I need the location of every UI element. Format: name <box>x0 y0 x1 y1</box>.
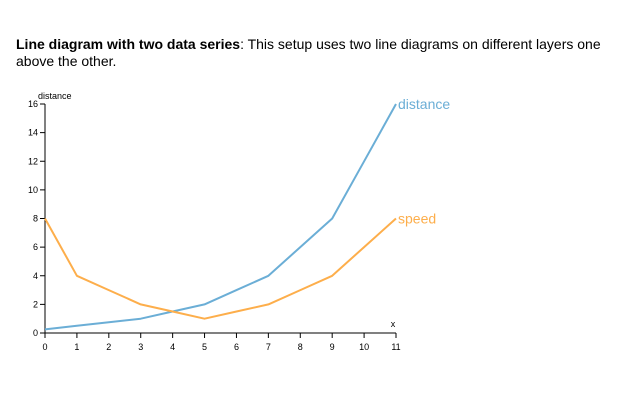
x-tick-label: 7 <box>266 342 271 352</box>
x-tick-label: 4 <box>170 342 175 352</box>
y-tick-label: 12 <box>28 156 38 166</box>
x-tick-label: 9 <box>330 342 335 352</box>
chart-description: Line diagram with two data series: This … <box>16 36 626 70</box>
series-line-speed <box>44 217 397 320</box>
x-tick-label: 2 <box>106 342 111 352</box>
description-text: : This setup uses two line diagrams on d… <box>16 36 601 69</box>
y-tick-label: 16 <box>28 99 38 109</box>
x-tick-label: 10 <box>359 342 369 352</box>
x-tick-label: 3 <box>138 342 143 352</box>
y-tick-label: 10 <box>28 185 38 195</box>
x-tick-label: 11 <box>391 342 400 352</box>
y-tick-label: 14 <box>28 128 38 138</box>
series-line-distance <box>44 103 397 331</box>
x-tick-label: 8 <box>298 342 303 352</box>
description-title: Line diagram with two data series <box>16 36 241 52</box>
series-labels: distance speed <box>398 96 450 227</box>
series-lines <box>44 103 397 331</box>
y-tick-label: 6 <box>33 242 38 252</box>
x-tick-label: 0 <box>42 342 47 352</box>
y-tick-label: 0 <box>33 328 38 338</box>
series-label-speed: speed <box>398 211 436 227</box>
y-tick-label: 2 <box>33 299 38 309</box>
x-axis-title: x <box>391 319 396 329</box>
y-tick-label: 8 <box>33 214 38 224</box>
series-label-distance: distance <box>398 96 450 112</box>
x-tick-label: 6 <box>234 342 239 352</box>
y-tick-label: 4 <box>33 271 38 281</box>
x-tick-label: 5 <box>202 342 207 352</box>
x-tick-label: 1 <box>74 342 79 352</box>
y-axis-title: distance <box>38 91 72 101</box>
